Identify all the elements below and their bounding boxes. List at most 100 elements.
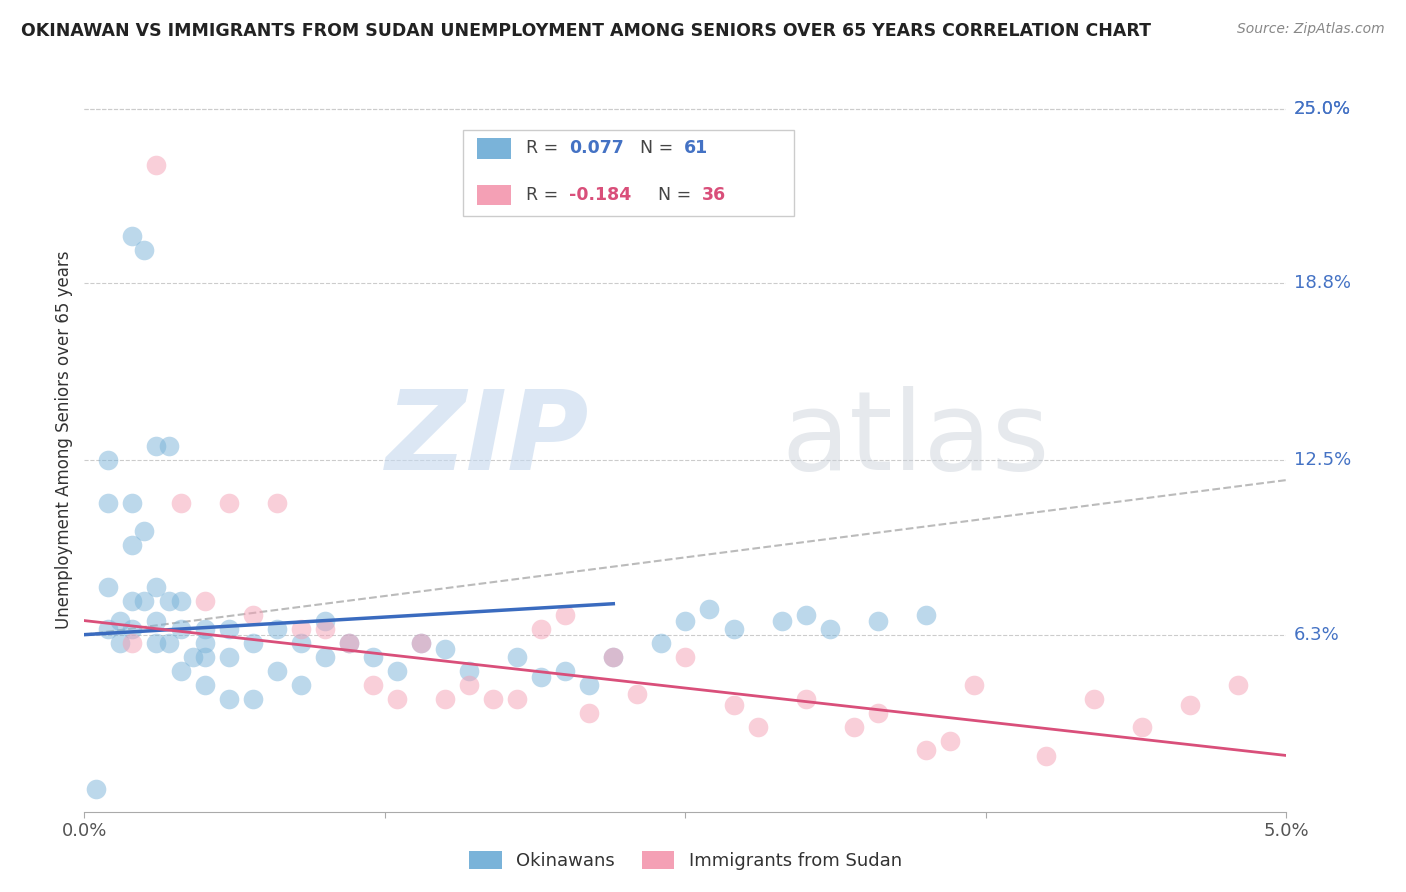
Point	[169, 622, 191, 636]
Point	[194, 622, 217, 636]
Point	[506, 650, 529, 665]
Point	[145, 158, 167, 172]
Text: R =: R =	[526, 139, 564, 157]
Point	[290, 636, 312, 650]
Text: 6.3%: 6.3%	[1294, 625, 1340, 644]
Text: OKINAWAN VS IMMIGRANTS FROM SUDAN UNEMPLOYMENT AMONG SENIORS OVER 65 YEARS CORRE: OKINAWAN VS IMMIGRANTS FROM SUDAN UNEMPL…	[21, 22, 1152, 40]
Point	[110, 614, 132, 628]
Text: 36: 36	[702, 186, 727, 204]
Point	[121, 622, 143, 636]
Point	[218, 692, 240, 706]
Point	[121, 636, 143, 650]
Point	[409, 636, 432, 650]
Point	[578, 706, 600, 721]
Point	[290, 622, 312, 636]
Point	[337, 636, 360, 650]
Point	[675, 614, 697, 628]
Point	[314, 622, 336, 636]
Text: R =: R =	[526, 186, 564, 204]
Point	[169, 664, 191, 678]
Point	[794, 607, 817, 622]
Point	[86, 782, 108, 797]
Point	[723, 698, 745, 712]
Point	[866, 614, 889, 628]
Point	[242, 607, 264, 622]
Point	[145, 614, 167, 628]
Point	[361, 678, 384, 692]
Point	[554, 607, 576, 622]
Point	[157, 594, 180, 608]
Point	[458, 678, 481, 692]
Text: -0.184: -0.184	[569, 186, 631, 204]
Point	[218, 622, 240, 636]
Point	[434, 641, 457, 656]
Point	[194, 636, 217, 650]
Point	[157, 439, 180, 453]
Point	[842, 720, 865, 734]
Point	[409, 636, 432, 650]
Point	[385, 664, 408, 678]
Point	[242, 636, 264, 650]
Point	[747, 720, 769, 734]
Point	[1180, 698, 1202, 712]
Point	[770, 614, 793, 628]
Point	[482, 692, 505, 706]
Point	[121, 594, 143, 608]
Point	[794, 692, 817, 706]
Y-axis label: Unemployment Among Seniors over 65 years: Unemployment Among Seniors over 65 years	[55, 250, 73, 629]
Point	[169, 594, 191, 608]
Point	[290, 678, 312, 692]
Point	[602, 650, 624, 665]
Point	[134, 594, 156, 608]
Point	[385, 692, 408, 706]
Point	[361, 650, 384, 665]
Text: ZIP: ZIP	[385, 386, 589, 492]
Point	[915, 607, 938, 622]
FancyBboxPatch shape	[463, 130, 793, 216]
Point	[314, 614, 336, 628]
Point	[1130, 720, 1153, 734]
Point	[169, 495, 191, 509]
Point	[675, 650, 697, 665]
Point	[266, 495, 288, 509]
Point	[337, 636, 360, 650]
Point	[157, 636, 180, 650]
Point	[218, 495, 240, 509]
Point	[97, 495, 120, 509]
FancyBboxPatch shape	[478, 185, 512, 205]
Point	[530, 670, 553, 684]
Point	[97, 622, 120, 636]
Text: 18.8%: 18.8%	[1294, 275, 1351, 293]
Text: 12.5%: 12.5%	[1294, 451, 1351, 469]
Point	[97, 453, 120, 467]
Point	[134, 524, 156, 538]
Point	[194, 594, 217, 608]
Point	[266, 622, 288, 636]
Text: 25.0%: 25.0%	[1294, 100, 1351, 118]
Point	[194, 678, 217, 692]
Point	[110, 636, 132, 650]
FancyBboxPatch shape	[478, 137, 512, 159]
Point	[530, 622, 553, 636]
Point	[121, 228, 143, 243]
Point	[121, 495, 143, 509]
Text: Source: ZipAtlas.com: Source: ZipAtlas.com	[1237, 22, 1385, 37]
Point	[121, 538, 143, 552]
Point	[194, 650, 217, 665]
Point	[145, 636, 167, 650]
Point	[134, 243, 156, 257]
Point	[554, 664, 576, 678]
Text: 25.0%: 25.0%	[1294, 100, 1351, 118]
Point	[145, 580, 167, 594]
Point	[723, 622, 745, 636]
Text: atlas: atlas	[782, 386, 1050, 492]
Point	[218, 650, 240, 665]
Point	[699, 602, 721, 616]
Legend: Okinawans, Immigrants from Sudan: Okinawans, Immigrants from Sudan	[461, 843, 910, 877]
Point	[181, 650, 204, 665]
Point	[1227, 678, 1250, 692]
Point	[818, 622, 841, 636]
Point	[650, 636, 672, 650]
Text: 0.077: 0.077	[569, 139, 624, 157]
Point	[1083, 692, 1105, 706]
